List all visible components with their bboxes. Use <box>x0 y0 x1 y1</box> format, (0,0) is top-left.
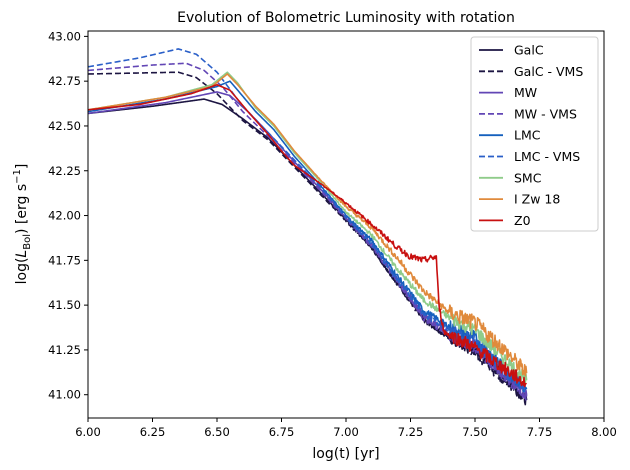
y-tick-label: 42.75 <box>48 74 81 88</box>
y-tick-label: 41.00 <box>48 388 81 402</box>
y-axis-title-sup: −1 <box>12 169 23 184</box>
y-tick-label: 42.00 <box>48 209 81 223</box>
x-tick-label: 6.50 <box>204 425 230 439</box>
series-line-i-zw-18 <box>88 73 528 377</box>
series-line-galc <box>88 98 528 406</box>
series-line-galc-vms <box>88 71 528 401</box>
y-tick-label: 41.25 <box>48 343 81 357</box>
x-tick-label: 7.75 <box>527 425 553 439</box>
x-tick-label: 6.25 <box>140 425 166 439</box>
x-tick-label: 6.75 <box>269 425 295 439</box>
series-line-mw <box>88 91 528 400</box>
legend-label: LMC <box>514 128 541 143</box>
legend-label: MW - VMS <box>514 106 577 121</box>
y-axis-title-post: ] <box>14 164 30 169</box>
chart-title: Evolution of Bolometric Luminosity with … <box>177 10 515 26</box>
legend-label: GalC - VMS <box>514 64 583 79</box>
legend-label: GalC <box>514 43 544 58</box>
x-tick-label: 7.00 <box>333 425 359 439</box>
x-tick-label: 7.50 <box>462 425 488 439</box>
y-tick-label: 41.50 <box>48 298 81 312</box>
x-axis-title: log(t) [yr] <box>312 446 379 462</box>
legend-label: SMC <box>514 170 542 185</box>
y-tick-label: 41.75 <box>48 253 81 267</box>
legend-label: Z0 <box>514 213 531 228</box>
legend-label: I Zw 18 <box>514 192 560 207</box>
y-axis-title-italic: L <box>14 250 30 258</box>
y-axis: 41.00 41.25 41.50 41.75 42.00 42.25 42.50 42.75… <box>48 29 88 402</box>
legend: GalC GalC - VMS MW MW - VMS LMC LMC - VMS SMC I… <box>470 36 599 232</box>
legend-label: LMC - VMS <box>514 149 580 164</box>
x-tick-label: 7.25 <box>398 425 424 439</box>
y-tick-label: 43.00 <box>48 29 81 43</box>
y-axis-title-sub: Bol <box>22 234 33 250</box>
series-line-z0 <box>88 83 527 388</box>
x-tick-label: 6.00 <box>75 425 101 439</box>
series-line-mw-vms <box>88 62 528 401</box>
x-axis: 6.00 6.25 6.50 6.75 7.00 7.25 7.50 7.75 8.00 <box>75 418 617 439</box>
legend-box <box>470 36 599 232</box>
series-layer <box>88 48 528 406</box>
y-axis-title-pre: log( <box>14 258 30 285</box>
legend-label: MW <box>514 85 537 100</box>
x-tick-label: 8.00 <box>591 425 617 439</box>
y-tick-label: 42.25 <box>48 164 81 178</box>
y-axis-title: log(LBol) [erg s−1] <box>12 164 33 285</box>
y-tick-label: 42.50 <box>48 119 81 133</box>
y-axis-title-mid: ) [erg s <box>14 184 30 234</box>
